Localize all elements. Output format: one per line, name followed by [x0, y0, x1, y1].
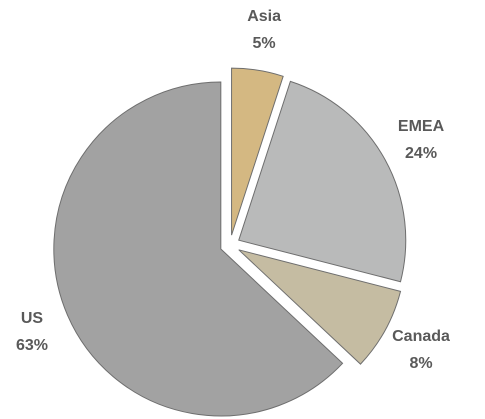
slice-label: EMEA	[398, 118, 445, 135]
pie-slice	[53, 81, 344, 417]
pie-slice	[238, 249, 402, 365]
slice-label: Asia	[247, 8, 281, 25]
slice-value-label: 24%	[405, 145, 437, 162]
slice-label: US	[21, 310, 44, 327]
slice-value-label: 8%	[409, 355, 432, 372]
pie-slice	[231, 67, 284, 236]
slice-value-label: 5%	[253, 35, 276, 52]
slice-value-label: 63%	[16, 337, 48, 354]
slice-label: Canada	[392, 328, 450, 345]
pie-slice	[238, 80, 407, 283]
